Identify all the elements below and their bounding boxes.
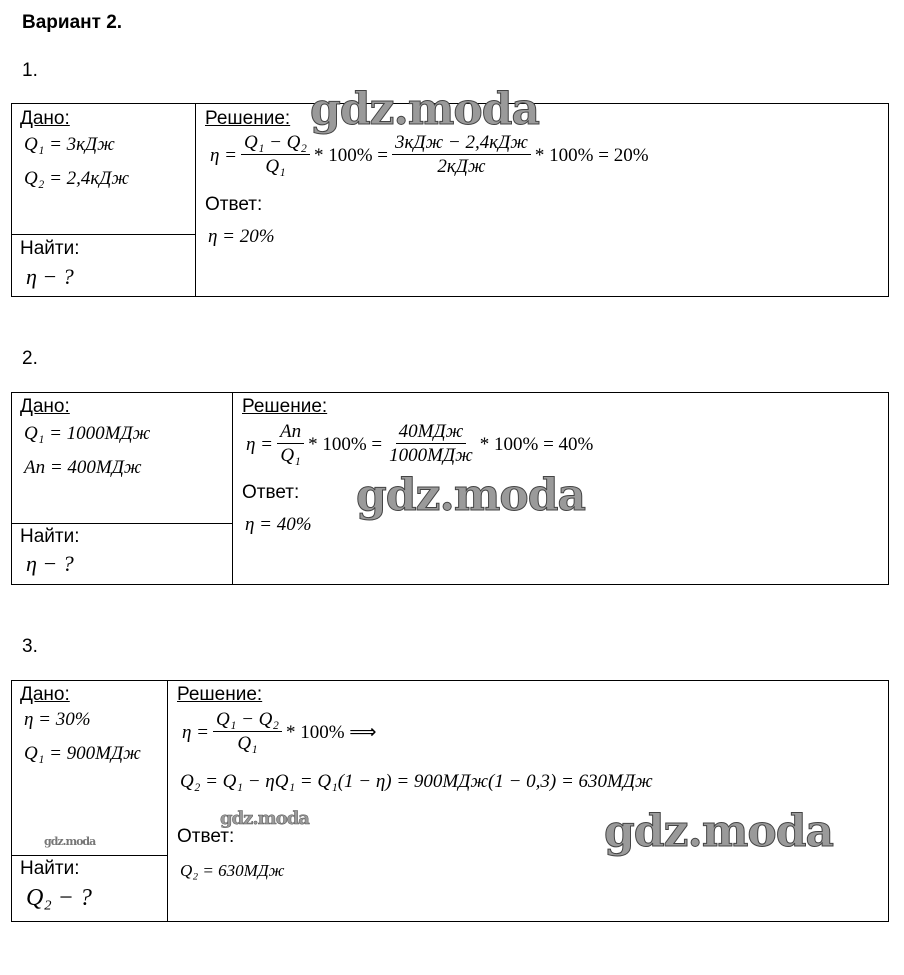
find-label: Найти:: [20, 238, 80, 259]
watermark-logo: gdz.moda: [355, 470, 586, 522]
solution-label: Решение:: [177, 684, 263, 705]
solution-label: Решение:: [205, 108, 291, 129]
answer-value: Q₂ = 630МДж: [180, 861, 285, 880]
formula: η = Q₁ − Q₂ Q₁ * 100% = 3кДж − 2,4кДж 2кДж…: [210, 132, 649, 177]
given-item: Q₁ = 900МДж: [24, 743, 141, 764]
given-label: Дано:: [20, 684, 70, 705]
given-label: Дано:: [20, 396, 70, 417]
find-value: Q₂ − ?: [26, 885, 92, 911]
answer-label: Ответ:: [205, 194, 263, 215]
given-item: Q₁ = 1000МДж: [24, 423, 151, 444]
solution-label: Решение:: [242, 396, 328, 417]
watermark-logo: gdz.moda: [309, 84, 540, 136]
answer-value: η = 20%: [208, 226, 275, 247]
formula-line-2: Q₂ = Q₁ − ηQ₁ = Q₁(1 − η) = 900МДж(1 − 0…: [180, 771, 653, 792]
watermark-logo: gdz.moda: [603, 806, 834, 858]
given-item: η = 30%: [24, 709, 91, 730]
problem-number: 3.: [22, 636, 38, 657]
answer-value: η = 40%: [245, 514, 312, 535]
given-item: Q₁ = 3кДж: [24, 134, 115, 155]
given-label: Дано:: [20, 108, 70, 129]
find-value: η − ?: [26, 264, 74, 289]
formula: η = Q₁ − Q₂ Q₁ * 100% ⟹: [182, 709, 377, 754]
find-label: Найти:: [20, 526, 80, 547]
problem-2-table: Дано: Q₁ = 1000МДж Aп = 400МДж Найти: η …: [11, 392, 889, 585]
problem-3-table: Дано: η = 30% Q₁ = 900МДж gdz.moda Найти…: [11, 680, 889, 922]
formula: η = Aп Q₁ * 100% = 40МДж 1000МДж * 100% = …: [246, 421, 594, 466]
watermark-logo: gdz.moda: [220, 808, 310, 830]
problem-number: 2.: [22, 348, 38, 369]
find-value: η − ?: [26, 551, 74, 576]
given-item: Aп = 400МДж: [24, 457, 142, 478]
find-label: Найти:: [20, 858, 80, 879]
problem-1-table: Дано: Q₁ = 3кДж Q₂ = 2,4кДж Найти: η − ?…: [11, 103, 889, 297]
answer-label: Ответ:: [177, 826, 235, 847]
page-title: Вариант 2.: [22, 12, 123, 33]
watermark-logo: gdz.moda: [44, 835, 96, 848]
problem-number: 1.: [22, 60, 38, 81]
answer-label: Ответ:: [242, 482, 300, 503]
given-item: Q₂ = 2,4кДж: [24, 168, 130, 189]
